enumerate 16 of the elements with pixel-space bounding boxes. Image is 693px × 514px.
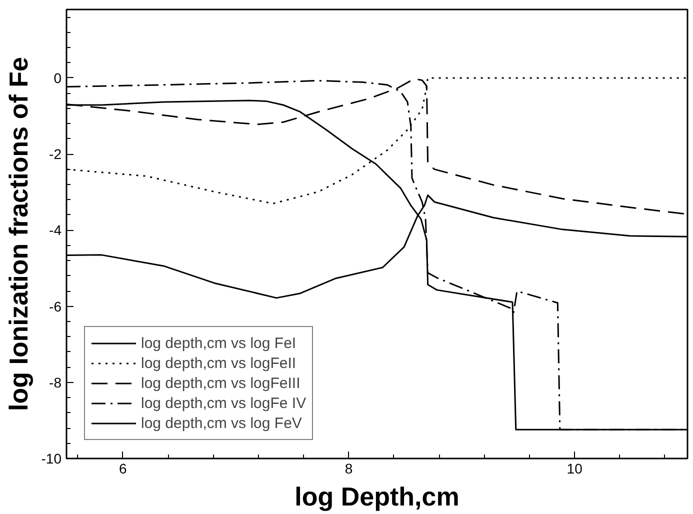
legend-label: log depth,cm vs log FeI: [141, 334, 296, 352]
legend-label: log depth,cm vs logFeIII: [141, 374, 300, 392]
legend-label: log depth,cm vs logFeII: [141, 354, 296, 372]
x-tick-label: 10: [566, 460, 583, 476]
x-tick-label: 6: [119, 460, 128, 476]
y-axis-title: log Ionization fractions of Fe: [3, 57, 34, 411]
y-tick-label: -8: [49, 374, 62, 390]
legend-label: log depth,cm vs logFe IV: [141, 394, 306, 412]
x-axis-title: log Depth,cm: [294, 482, 460, 512]
x-tick-label: 8: [344, 460, 353, 476]
y-tick-label: -4: [49, 222, 62, 238]
legend-label: log depth,cm vs log FeV: [141, 414, 302, 432]
y-tick-label: -10: [41, 450, 62, 466]
y-tick-label: -2: [49, 146, 62, 162]
y-tick-label: 0: [54, 70, 62, 86]
y-tick-label: -6: [49, 298, 62, 314]
